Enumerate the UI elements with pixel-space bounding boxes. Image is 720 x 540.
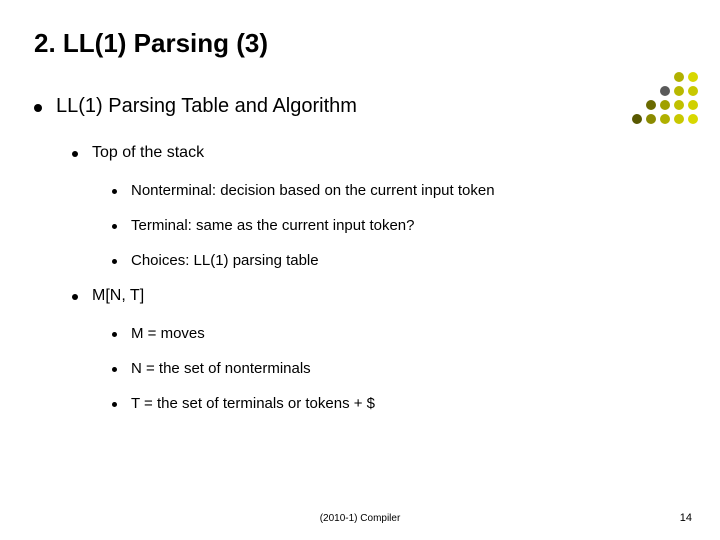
- deco-dot: [688, 86, 698, 96]
- deco-dot: [660, 114, 670, 124]
- bullet-text: M[N, T]: [92, 287, 144, 305]
- corner-decoration: [632, 58, 698, 128]
- footer-label: (2010-1) Compiler: [0, 513, 720, 524]
- bullet-icon: [112, 189, 117, 194]
- bullet-text: Choices: LL(1) parsing table: [131, 252, 319, 269]
- slide-title: 2. LL(1) Parsing (3): [34, 28, 686, 59]
- deco-dot: [688, 114, 698, 124]
- bullet-level3: Terminal: same as the current input toke…: [112, 217, 686, 234]
- deco-dot: [688, 58, 698, 68]
- bullet-level2: M[N, T]: [72, 287, 686, 305]
- bullet-icon: [112, 259, 117, 264]
- bullet-text: LL(1) Parsing Table and Algorithm: [56, 95, 357, 118]
- slide: 2. LL(1) Parsing (3) LL(1) Parsing Table…: [0, 0, 720, 540]
- bullet-level3: N = the set of nonterminals: [112, 360, 686, 377]
- deco-dot: [688, 72, 698, 82]
- deco-dot: [660, 100, 670, 110]
- deco-dot: [632, 114, 642, 124]
- deco-dot: [674, 114, 684, 124]
- bullet-level1: LL(1) Parsing Table and Algorithm: [34, 95, 686, 118]
- deco-dot: [674, 86, 684, 96]
- bullet-text: M = moves: [131, 325, 205, 342]
- bullet-icon: [112, 224, 117, 229]
- bullet-icon: [112, 332, 117, 337]
- deco-dot: [688, 100, 698, 110]
- bullet-level3: T = the set of terminals or tokens + $: [112, 395, 686, 412]
- bullet-text: Terminal: same as the current input toke…: [131, 217, 414, 234]
- bullet-icon: [34, 104, 42, 112]
- deco-dot: [646, 114, 656, 124]
- bullet-text: N = the set of nonterminals: [131, 360, 311, 377]
- bullet-level2: Top of the stack: [72, 144, 686, 162]
- bullet-icon: [72, 294, 78, 300]
- bullet-icon: [112, 367, 117, 372]
- bullet-level3: Nonterminal: decision based on the curre…: [112, 182, 686, 199]
- page-number: 14: [680, 512, 692, 524]
- bullet-text: Top of the stack: [92, 144, 204, 162]
- deco-dot: [674, 72, 684, 82]
- deco-dot: [660, 86, 670, 96]
- bullet-text: T = the set of terminals or tokens + $: [131, 395, 375, 412]
- bullet-icon: [112, 402, 117, 407]
- deco-dot: [674, 100, 684, 110]
- bullet-icon: [72, 151, 78, 157]
- bullet-text: Nonterminal: decision based on the curre…: [131, 182, 495, 199]
- bullet-level3: M = moves: [112, 325, 686, 342]
- deco-dot: [646, 100, 656, 110]
- bullet-level3: Choices: LL(1) parsing table: [112, 252, 686, 269]
